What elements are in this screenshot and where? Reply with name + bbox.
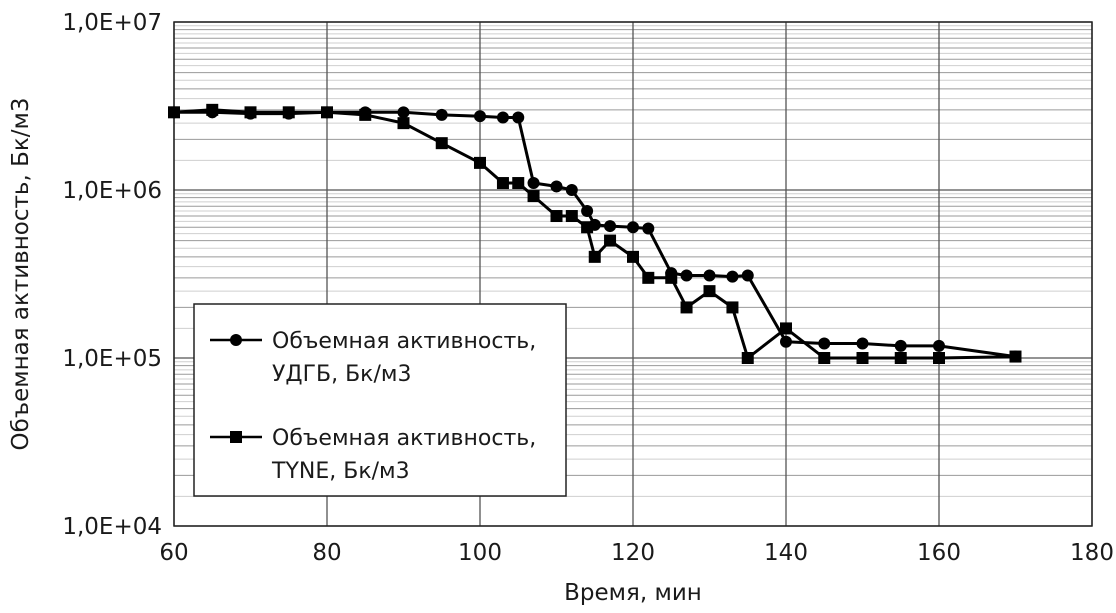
y-axis-tick-labels: 1,0E+04 1,0E+05 1,0E+06 1,0E+07 — [62, 10, 162, 540]
series-2-point — [726, 301, 739, 314]
legend-box — [193, 303, 567, 497]
series-2-point — [321, 106, 333, 119]
y-tick-label: 1,0E+05 — [62, 346, 162, 372]
x-tick-label: 180 — [1070, 540, 1114, 566]
series-2-point — [168, 106, 180, 119]
series-1-point — [435, 108, 448, 121]
series-layer — [168, 103, 1022, 364]
legend-label-tyne-line2: TYNE, Бк/м3 — [271, 459, 410, 484]
legend: Объемная активность, УДГБ, Бк/м3 Объемна… — [193, 303, 567, 497]
x-axis-title: Время, мин — [564, 580, 702, 606]
series-1-point — [703, 269, 716, 282]
series-2-point — [703, 285, 716, 298]
series-1-point — [642, 222, 655, 235]
series-1-point — [894, 339, 907, 352]
legend-label-udgb-line2: УДГБ, Бк/м3 — [272, 362, 411, 387]
series-1-point — [550, 180, 563, 193]
series-2-point — [1009, 350, 1022, 363]
x-axis-tick-labels: 60 80 100 120 140 160 180 — [159, 540, 1114, 566]
series-1-point — [680, 269, 693, 282]
series-2-point — [359, 108, 372, 121]
x-tick-label: 80 — [312, 540, 341, 566]
legend-marker-tyne — [230, 431, 242, 443]
series-2-point — [627, 250, 639, 263]
series-1-point — [565, 184, 578, 196]
x-tick-label: 140 — [764, 540, 808, 566]
series-2-point — [680, 301, 693, 314]
x-tick-label: 60 — [159, 540, 188, 566]
series-2-point — [780, 322, 792, 335]
series-1-point — [726, 270, 739, 283]
legend-marker-udgb — [230, 334, 242, 346]
series-2-point — [474, 156, 486, 169]
plot-area-frame — [173, 21, 1093, 527]
series-2-point — [550, 210, 563, 223]
series-2-point — [665, 271, 678, 284]
series-2-point — [741, 352, 754, 364]
series-1-point — [496, 111, 509, 124]
series-1-point — [474, 110, 486, 123]
series-2 — [168, 103, 1022, 364]
series-2-point — [933, 352, 945, 364]
series-1-point — [581, 204, 594, 217]
series-1-point — [741, 269, 754, 282]
x-tick-label: 160 — [917, 540, 961, 566]
series-1-point — [604, 220, 617, 233]
series-2-point — [527, 190, 540, 203]
series-1-point — [780, 335, 792, 348]
series-2-point — [588, 250, 601, 263]
x-tick-label: 120 — [611, 540, 655, 566]
series-2-point — [642, 271, 655, 284]
series-1-point — [856, 337, 869, 350]
series-2-point — [496, 177, 509, 190]
series-2-point — [818, 352, 831, 364]
series-2-point — [604, 234, 617, 247]
series-1-point — [818, 337, 831, 350]
series-2-point — [565, 210, 578, 223]
x-tick-label: 100 — [458, 540, 502, 566]
series-1-line — [174, 110, 1016, 359]
series-1-point — [627, 221, 639, 234]
series-2-point — [856, 352, 869, 364]
series-1-point — [933, 339, 945, 352]
y-tick-label: 1,0E+07 — [62, 10, 162, 36]
legend-label-udgb-line1: Объемная активность, — [272, 329, 536, 354]
series-2-point — [206, 103, 219, 116]
series-2-point — [894, 352, 907, 364]
series-2-point — [512, 177, 525, 190]
series-2-point — [397, 117, 410, 130]
legend-label-tyne-line1: Объемная активность, — [272, 426, 536, 451]
series-2-line — [173, 108, 1016, 360]
series-1-point — [512, 111, 525, 124]
y-axis-title: Объемная активность, Бк/м3 — [8, 98, 34, 451]
series-1-point — [527, 177, 540, 190]
series-2-point — [244, 106, 257, 119]
series-2-point — [581, 221, 594, 234]
series-1-point — [397, 106, 410, 119]
y-tick-label: 1,0E+06 — [62, 178, 162, 204]
y-tick-label: 1,0E+04 — [62, 514, 162, 540]
series-2-point — [435, 137, 448, 150]
series-2-point — [282, 106, 295, 119]
